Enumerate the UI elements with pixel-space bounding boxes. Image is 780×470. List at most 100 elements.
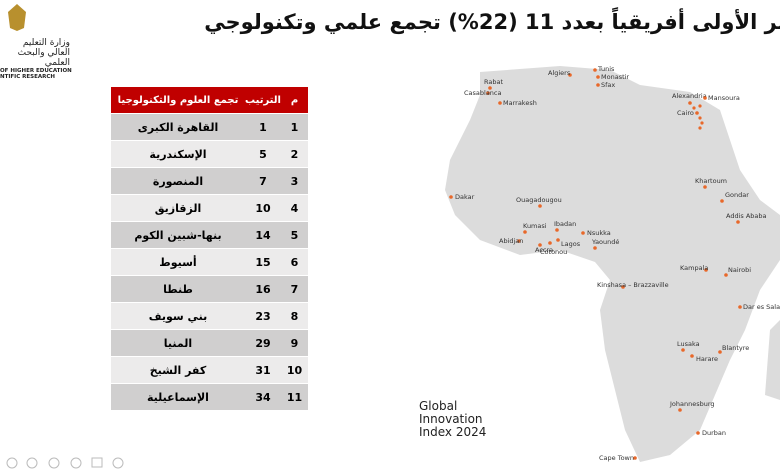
table-cell: 29	[245, 329, 281, 357]
city-label: Casablanca	[464, 89, 501, 97]
table-cell: القاهرة الكبرى	[111, 113, 245, 141]
city-label: Nairobi	[728, 266, 751, 274]
city-dot	[698, 116, 702, 120]
table-row: 6 15 أسيوط	[111, 248, 308, 276]
table-cell: 3	[281, 167, 308, 195]
city-dot	[517, 239, 521, 243]
city-dot	[633, 456, 637, 460]
table-row: 3 7 المنصورة	[111, 167, 308, 195]
city-dot	[703, 96, 707, 100]
city-dot	[692, 106, 696, 110]
header-cell: الترتيب	[245, 87, 281, 114]
city-dot	[681, 348, 685, 352]
city-label: Dar es Salaam	[743, 303, 780, 311]
table-cell: كفر الشيخ	[111, 356, 245, 384]
city-dot	[698, 126, 702, 130]
city-label: Lagos	[561, 240, 581, 248]
city-dot	[738, 305, 742, 309]
city-dot	[555, 228, 559, 232]
city-dot	[621, 285, 625, 289]
logo: وزارة التعليم العالي والبحث العلمي OF HI…	[0, 2, 72, 80]
table-cell: 10	[245, 194, 281, 222]
table-cell: 1	[245, 113, 281, 141]
city-dot	[593, 68, 597, 72]
city-label: Blantyre	[722, 344, 749, 352]
table-cell: 9	[281, 329, 308, 357]
table-cell: طنطا	[111, 275, 245, 303]
city-dot	[486, 91, 490, 95]
table-cell: 11	[281, 383, 308, 411]
table-cell: 2	[281, 140, 308, 168]
table-row: 7 16 طنطا	[111, 275, 308, 303]
city-label: Johannesburg	[669, 400, 715, 408]
ranking-table: م الترتيب تجمع العلوم والتكنولوجيا 1 1 الق…	[111, 87, 308, 411]
table-cell: 16	[245, 275, 281, 303]
city-label: Monastir	[601, 73, 629, 81]
city-label: Durban	[702, 429, 726, 437]
ministry-en: NTIFIC RESEARCH	[0, 74, 55, 80]
city-dot	[718, 350, 722, 354]
city-dot	[695, 111, 699, 115]
table-cell: 7	[245, 167, 281, 195]
city-label: Lusaka	[677, 340, 700, 348]
city-dot	[696, 431, 700, 435]
table-cell: 34	[245, 383, 281, 411]
city-label: Cairo	[677, 109, 694, 117]
table-cell: 1	[281, 113, 308, 141]
table-cell: 5	[281, 221, 308, 249]
city-dot	[596, 83, 600, 87]
table-cell: بنها-شبين الكوم	[111, 221, 245, 249]
table-cell: 31	[245, 356, 281, 384]
city-label: Sfax	[601, 81, 615, 89]
city-dot	[538, 204, 542, 208]
city-dot	[523, 230, 527, 234]
table-cell: بني سويف	[111, 302, 245, 330]
city-label: Kumasi	[523, 222, 547, 230]
city-dot	[596, 75, 600, 79]
table-row: 11 34 الإسماعيلية	[111, 383, 308, 411]
city-dot	[488, 86, 492, 90]
table-cell: 5	[245, 140, 281, 168]
city-label: Kinshasa – Brazzaville	[597, 281, 669, 289]
city-label: Cape Town	[599, 454, 634, 462]
ministry-en: OF HIGHER EDUCATION	[0, 68, 72, 74]
city-dot	[720, 199, 724, 203]
madagascar-shape	[765, 320, 780, 400]
city-label: Alexandria	[672, 92, 707, 100]
table-cell: المنيا	[111, 329, 245, 357]
city-dot	[568, 73, 572, 77]
city-label: Mansoura	[708, 94, 740, 102]
table-row: 10 31 كفر الشيخ	[111, 356, 308, 384]
table-row: 2 5 الإسكندرية	[111, 140, 308, 168]
city-dot	[690, 354, 694, 358]
table-cell: 8	[281, 302, 308, 330]
header-cell: تجمع العلوم والتكنولوجيا	[111, 87, 245, 114]
city-label: Marrakesh	[503, 99, 537, 107]
city-label: Addis Ababa	[726, 212, 767, 220]
city-dot	[498, 101, 502, 105]
gii-label: Global Innovation Index 2024	[419, 399, 487, 439]
city-dot	[703, 185, 707, 189]
city-dot	[736, 220, 740, 224]
city-dot	[449, 195, 453, 199]
table-row: 9 29 المنيا	[111, 329, 308, 357]
city-label: Rabat	[484, 78, 503, 86]
table-cell: 4	[281, 194, 308, 222]
table-cell: 7	[281, 275, 308, 303]
city-label: Cotonou	[540, 248, 567, 256]
table-cell: 6	[281, 248, 308, 276]
ministry-ar: وزارة التعليم العالي والبحث العلمي	[17, 38, 70, 68]
city-label: Ouagadougou	[516, 196, 562, 204]
city-dot	[698, 104, 702, 108]
city-label: Kampala	[680, 264, 708, 272]
table-cell: الزقازيق	[111, 194, 245, 222]
city-label: Tunis	[597, 65, 615, 73]
city-dot	[704, 268, 708, 272]
table-cell: 23	[245, 302, 281, 330]
table-cell: الإسماعيلية	[111, 383, 245, 411]
table-row: 4 10 الزقازيق	[111, 194, 308, 222]
africa-shape	[445, 66, 780, 462]
city-label: Gondar	[725, 191, 749, 199]
